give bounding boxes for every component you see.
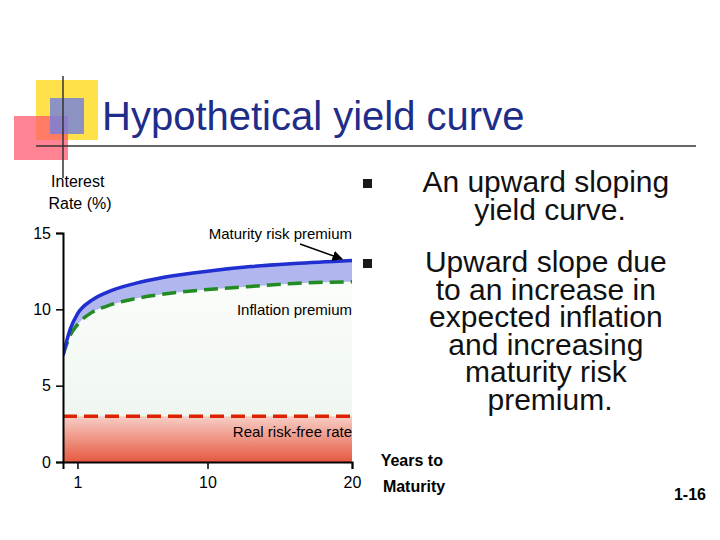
tick-mark <box>56 385 63 387</box>
area-band <box>63 260 352 355</box>
area-band <box>63 416 352 462</box>
deco-line <box>62 76 64 178</box>
chart-svg: Hypothetical yield curve 1 10 20 0 5 10 15 Inter… <box>0 0 720 540</box>
y-axis: 0 5 10 15 <box>33 225 63 471</box>
tick: 10 <box>199 462 217 491</box>
annotation-arrow <box>300 244 342 259</box>
axis-line <box>56 234 64 463</box>
series-label: Inflation premium <box>237 301 352 318</box>
deco-square <box>50 98 84 134</box>
tick-mark <box>56 309 63 311</box>
tick: 20 <box>344 462 362 491</box>
tick-label: 10 <box>199 474 217 491</box>
tick-label: 10 <box>33 301 51 318</box>
tick: 1 <box>73 462 82 491</box>
tick-label: 15 <box>33 225 51 242</box>
tick-label: 0 <box>42 454 51 471</box>
tick-mark <box>352 462 354 469</box>
y-axis-title: Interest Rate (%) <box>48 173 111 212</box>
annotation: An upward sloping yield curve. <box>422 165 677 226</box>
tick-label: 20 <box>344 474 362 491</box>
title-decoration <box>14 76 696 178</box>
tick-mark <box>56 462 63 464</box>
bullet <box>363 179 372 188</box>
series-line <box>63 260 352 355</box>
x-axis: 1 10 20 <box>64 462 362 491</box>
tick: 0 <box>42 454 63 471</box>
tick-label: 1 <box>73 474 82 491</box>
tick: 5 <box>42 377 63 394</box>
tick-label: 5 <box>42 377 51 394</box>
series-line <box>63 414 352 418</box>
footer: 1-16 <box>674 486 706 503</box>
tick: 15 <box>33 225 63 242</box>
tick-mark <box>56 233 63 235</box>
bullet <box>363 259 372 268</box>
series-label: Real risk-free rate <box>233 423 352 440</box>
chart-container: Hypothetical yield curve 1 10 20 0 5 10 15 Inter… <box>0 0 720 540</box>
tick: 10 <box>33 301 63 318</box>
x-axis-title: Years to Maturity <box>381 452 448 495</box>
chart-title: Hypothetical yield curve <box>102 94 524 138</box>
series-label: Maturity risk premium <box>209 225 352 242</box>
deco-line <box>36 145 696 147</box>
annotation: Upward slope due to an increase in expec… <box>425 245 675 416</box>
plot-marks <box>63 260 352 462</box>
tick-mark <box>207 462 209 469</box>
axis-line <box>64 463 353 470</box>
tick-mark <box>77 462 79 469</box>
